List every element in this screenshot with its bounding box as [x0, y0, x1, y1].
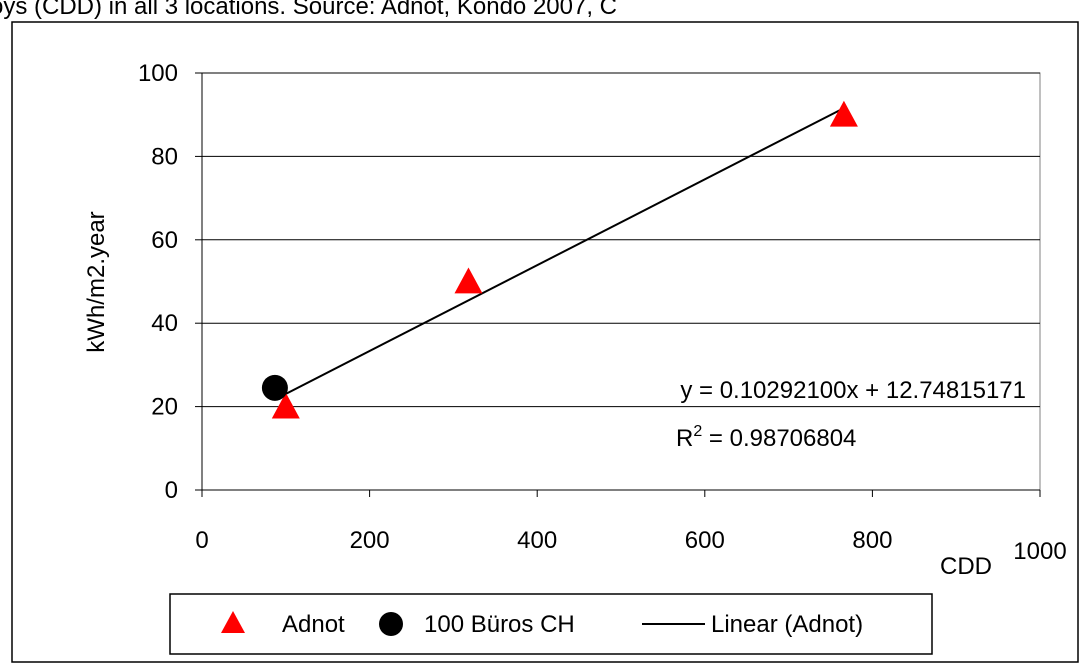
regression-equation: y = 0.10292100x + 12.74815171 — [680, 377, 1026, 404]
y-tick-label: 0 — [165, 477, 178, 504]
y-axis-title: kWh/m2.year — [83, 211, 110, 352]
data-point-adnot — [454, 267, 483, 294]
y-tick-label: 80 — [151, 143, 178, 170]
data-point-adnot — [271, 392, 300, 419]
x-tick-label: 400 — [517, 527, 557, 554]
r-squared-value: = 0.98706804 — [702, 425, 856, 452]
y-tick-label: 60 — [151, 227, 178, 254]
data-points — [261, 100, 858, 419]
data-point-buros — [261, 374, 288, 401]
grid-lines — [202, 72, 1040, 408]
linear-trendline — [274, 107, 845, 401]
r-squared-base: R — [676, 425, 693, 452]
chart-title: oys (CDD) in all 3 locations. Source: Ad… — [0, 0, 617, 20]
data-point-adnot — [829, 100, 858, 127]
x-tick-label: 0 — [195, 527, 208, 554]
legend: Adnot 100 Büros CH Linear (Adnot) — [169, 593, 933, 655]
y-tick-label: 100 — [138, 60, 178, 87]
x-axis-title: CDD — [940, 553, 992, 580]
y-tick-label: 40 — [151, 310, 178, 337]
r-squared-exponent: 2 — [693, 423, 702, 440]
trendline-group — [274, 107, 845, 401]
legend-label-buros: 100 Büros CH — [424, 611, 575, 638]
y-axis-ticks: 0 20 40 60 80 100 — [138, 60, 202, 504]
plot-area-frame — [201, 72, 1041, 491]
x-tick-label: 600 — [685, 527, 725, 554]
legend-label-adnot: Adnot — [282, 611, 345, 638]
legend-label-linear: Linear (Adnot) — [711, 611, 863, 638]
x-axis-ticks: 0 200 400 600 800 1000 — [195, 490, 1067, 565]
legend-buros-circle-icon — [379, 612, 403, 636]
x-tick-label: 200 — [350, 527, 390, 554]
x-tick-label: 800 — [852, 527, 892, 554]
legend-adnot-triangle-icon — [221, 611, 245, 633]
r-squared-label: R2 = 0.98706804 — [676, 423, 856, 452]
x-tick-label: 1000 — [1013, 538, 1066, 565]
y-tick-label: 20 — [151, 394, 178, 421]
axes — [201, 73, 1040, 491]
legend-box — [169, 593, 933, 655]
